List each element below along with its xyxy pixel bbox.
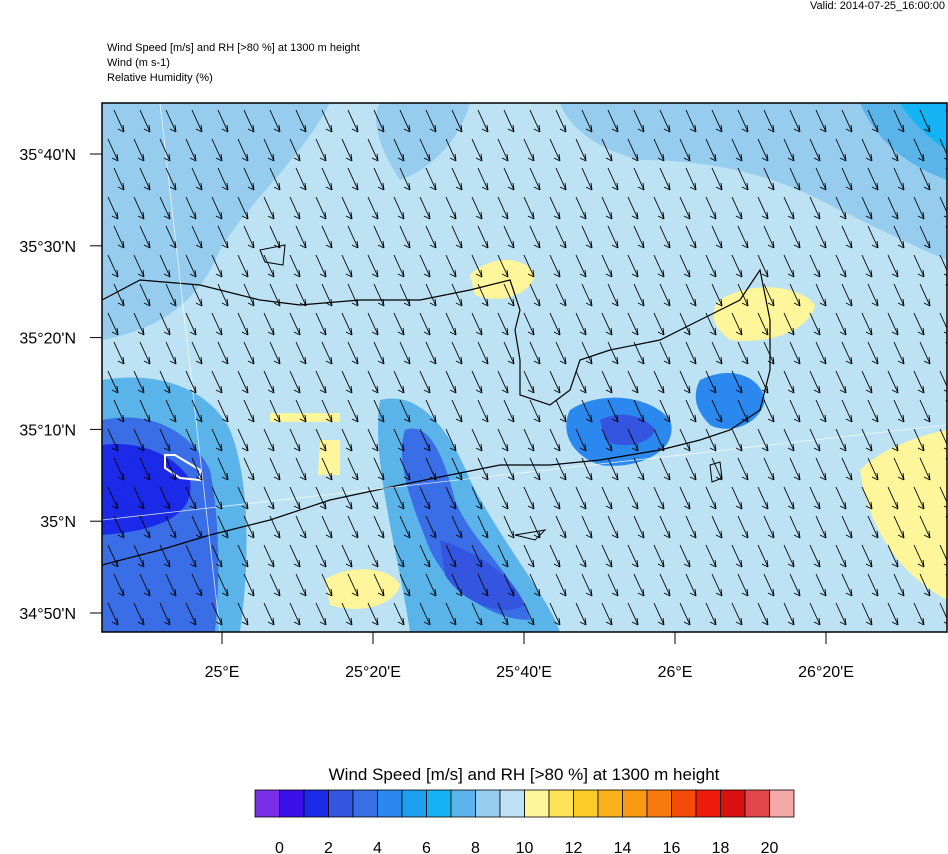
- wind-arrows: [107, 109, 947, 632]
- colorbar-tick-label: 6: [422, 840, 431, 854]
- colorbar-swatch: [279, 789, 305, 818]
- header-line: Wind Speed [m/s] and RH [>80 %] at 1300 …: [107, 42, 360, 54]
- lon-label: 25°20'E: [345, 664, 401, 681]
- colorbar-swatch: [573, 789, 599, 818]
- colorbar-swatch: [303, 789, 329, 818]
- colorbar-tick-label: 8: [471, 840, 480, 854]
- colorbar-swatch: [377, 789, 403, 818]
- lat-label: 35°N: [40, 514, 76, 531]
- colorbar-swatch: [401, 789, 427, 818]
- colorbar-tick-label: 18: [712, 840, 730, 854]
- lat-label: 35°30'N: [19, 239, 76, 256]
- lat-label: 35°10'N: [19, 422, 76, 439]
- colorbar-tick-label: 14: [614, 840, 632, 854]
- colorbar-swatch: [499, 789, 525, 818]
- lat-label: 34°50'N: [19, 606, 76, 623]
- lon-label: 26°20'E: [798, 664, 854, 681]
- colorbar-tick-label: 20: [761, 840, 779, 854]
- lat-label: 35°20'N: [19, 331, 76, 348]
- lat-label: 35°40'N: [19, 147, 76, 164]
- colorbar-swatch: [769, 789, 795, 818]
- lon-label: 25°E: [205, 664, 240, 681]
- colorbar-swatch: [646, 789, 672, 818]
- header-line: Wind (m s-1): [107, 57, 170, 69]
- colorbar-swatch: [744, 789, 770, 818]
- colorbar-swatch: [352, 789, 378, 818]
- colorbar-swatch: [475, 789, 501, 818]
- lon-label: 26°E: [658, 664, 693, 681]
- valid-time: Valid: 2014-07-25_16:00:00: [810, 0, 945, 12]
- colorbar-swatch: [450, 789, 476, 818]
- colorbar-tick-label: 12: [565, 840, 583, 854]
- colorbar-swatch: [720, 789, 746, 818]
- colorbar-swatch: [695, 789, 721, 818]
- colorbar-title: Wind Speed [m/s] and RH [>80 %] at 1300 …: [329, 765, 720, 784]
- colorbar-tick-label: 2: [324, 840, 333, 854]
- colorbar-tick-label: 4: [373, 840, 382, 854]
- colorbar-swatch: [622, 789, 648, 818]
- colorbar-tick-label: 16: [663, 840, 681, 854]
- colorbar-swatch: [548, 789, 574, 818]
- lon-label: 25°40'E: [496, 664, 552, 681]
- colorbar-swatch: [597, 789, 623, 818]
- colorbar-swatch: [426, 789, 452, 818]
- map-field: [102, 103, 947, 632]
- colorbar-swatch: [254, 789, 280, 818]
- colorbar-swatch: [328, 789, 354, 818]
- colorbar-swatch: [524, 789, 550, 818]
- colorbar-tick-label: 10: [516, 840, 534, 854]
- colorbar-swatch: [671, 789, 697, 818]
- colorbar-tick-label: 0: [275, 840, 284, 854]
- header-line: Relative Humidity (%): [107, 72, 213, 84]
